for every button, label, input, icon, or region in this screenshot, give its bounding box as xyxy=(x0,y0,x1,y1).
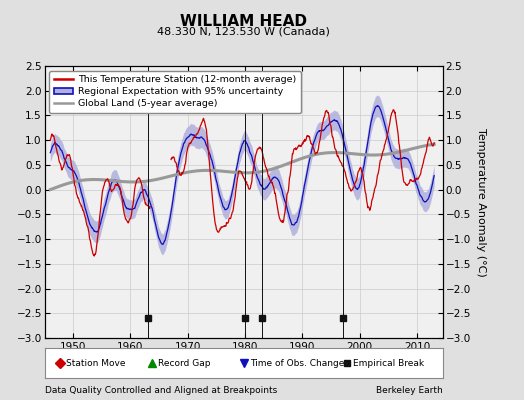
Text: Data Quality Controlled and Aligned at Breakpoints: Data Quality Controlled and Aligned at B… xyxy=(45,386,277,395)
Text: Berkeley Earth: Berkeley Earth xyxy=(376,386,443,395)
Text: Empirical Break: Empirical Break xyxy=(353,358,424,368)
Text: Time of Obs. Change: Time of Obs. Change xyxy=(249,358,344,368)
Text: 48.330 N, 123.530 W (Canada): 48.330 N, 123.530 W (Canada) xyxy=(157,26,330,36)
Text: WILLIAM HEAD: WILLIAM HEAD xyxy=(180,14,307,29)
Text: Record Gap: Record Gap xyxy=(158,358,211,368)
Legend: This Temperature Station (12-month average), Regional Expectation with 95% uncer: This Temperature Station (12-month avera… xyxy=(49,71,301,113)
Text: Station Move: Station Move xyxy=(67,358,126,368)
Y-axis label: Temperature Anomaly (°C): Temperature Anomaly (°C) xyxy=(476,128,486,276)
